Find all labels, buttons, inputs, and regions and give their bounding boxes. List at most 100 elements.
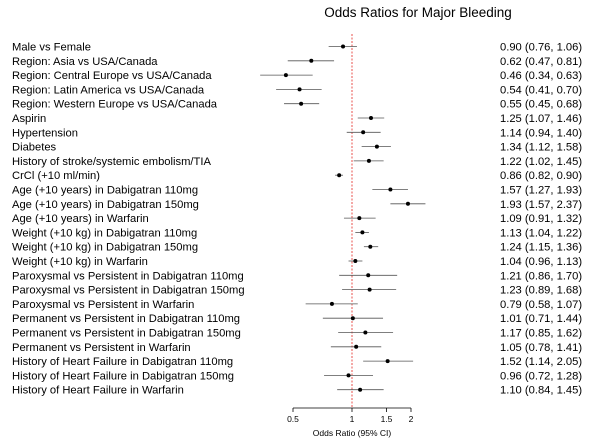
row-label: History of Heart Failure in Warfarin (12, 385, 184, 397)
forest-row: Age (+10 years) in Warfarin 1.09 (0.91, 1… (12, 213, 582, 225)
row-label: Age (+10 years) in Warfarin (12, 213, 149, 225)
point-estimate (297, 87, 302, 92)
forest-row: Region: Latin America vs USA/Canada 0.54 … (12, 84, 582, 96)
ratio-label: 1.09 (0.91, 1.32) (500, 213, 582, 225)
point-estimate (353, 259, 358, 263)
forest-row: Male vs Female 0.90 (0.76, 1.06) (12, 42, 582, 54)
forest-row: Weight (+10 kg) in Warfarin 1.04 (0.96, 1… (12, 256, 582, 268)
row-label: Region: Asia vs USA/Canada (12, 56, 158, 68)
row-label: Male vs Female (12, 42, 91, 54)
row-label: Hypertension (12, 127, 78, 139)
x-tick-label: 1 (350, 414, 355, 424)
forest-row: Paroxysmal vs Persistent in Dabigatran 1… (12, 270, 582, 282)
forest-row: Region: Asia vs USA/Canada 0.62 (0.47, 0.… (12, 56, 582, 68)
forest-row: Weight (+10 kg) in Dabigatran 110mg 1.13 … (12, 227, 582, 239)
forest-row: History of Heart Failure in Dabigatran 1… (12, 370, 582, 382)
row-label: Permanent vs Persistent in Dabigatran 15… (12, 328, 241, 340)
forest-row: Aspirin 1.25 (1.07, 1.46) (12, 113, 582, 125)
ratio-label: 1.10 (0.84, 1.45) (500, 385, 582, 397)
ratio-label: 1.23 (0.89, 1.68) (500, 285, 582, 297)
ratio-label: 0.62 (0.47, 0.81) (500, 56, 582, 68)
x-tick-label: 0.5 (287, 414, 299, 424)
forest-row: Permanent vs Persistent in Dabigatran 11… (12, 313, 582, 325)
ratio-label: 0.55 (0.45, 0.68) (500, 99, 582, 111)
ratio-label: 1.25 (1.07, 1.46) (500, 113, 582, 125)
ratio-label: 1.57 (1.27, 1.93) (500, 185, 582, 197)
ratio-label: 0.46 (0.34, 0.63) (500, 70, 582, 82)
row-label: Age (+10 years) in Dabigatran 150mg (12, 199, 199, 211)
point-estimate (363, 330, 368, 335)
forest-row: Permanent vs Persistent in Warfarin 1.05 … (12, 342, 582, 354)
ratio-label: 1.04 (0.96, 1.13) (500, 256, 582, 268)
row-label: History of Heart Failure in Dabigatran 1… (12, 356, 233, 368)
forest-row: History of Heart Failure in Dabigatran 1… (12, 356, 582, 368)
point-estimate (405, 201, 410, 206)
row-label: Aspirin (12, 113, 46, 125)
ratio-label: 0.90 (0.76, 1.06) (500, 42, 582, 54)
ratio-label: 1.93 (1.57, 2.37) (500, 199, 582, 211)
point-estimate (299, 101, 304, 106)
point-estimate (354, 344, 359, 349)
chart-title: Odds Ratios for Major Bleeding (324, 5, 512, 20)
forest-row: History of Heart Failure in Warfarin 1.10… (12, 385, 582, 397)
ratio-label: 1.34 (1.12, 1.58) (500, 142, 582, 154)
row-label: History of stroke/systemic embolism/TIA (12, 156, 211, 168)
row-label: Paroxysmal vs Persistent in Dabigatran 1… (12, 285, 245, 297)
ratio-label: 1.14 (0.94, 1.40) (500, 127, 582, 139)
ratio-label: 1.17 (0.85, 1.62) (500, 328, 582, 340)
point-estimate (337, 173, 342, 178)
forest-row: Region: Western Europe vs USA/Canada 0.55… (12, 99, 582, 111)
point-estimate (357, 216, 362, 221)
ratio-label: 1.21 (0.86, 1.70) (500, 270, 582, 282)
forest-row: History of stroke/systemic embolism/TIA 1… (12, 156, 582, 168)
point-estimate (341, 44, 346, 49)
point-estimate (346, 373, 351, 378)
x-axis-label: Odds Ratio (95% CI) (313, 428, 392, 438)
forest-row: Permanent vs Persistent in Dabigatran 15… (12, 328, 582, 340)
ratio-label: 1.22 (1.02, 1.45) (500, 156, 582, 168)
forest-row: Diabetes 1.34 (1.12, 1.58) (12, 142, 582, 154)
row-label: Diabetes (12, 142, 57, 154)
forest-row: Age (+10 years) in Dabigatran 110mg 1.57 … (12, 185, 582, 197)
ratio-label: 1.13 (1.04, 1.22) (500, 227, 582, 239)
ratio-label: 1.01 (0.71, 1.44) (500, 313, 582, 325)
forest-row: Weight (+10 kg) in Dabigatran 150mg 1.24 … (12, 242, 582, 254)
ratio-label: 0.86 (0.82, 0.90) (500, 170, 582, 182)
forest-row: CrCl (+10 ml/min) 0.86 (0.82, 0.90) (12, 170, 582, 182)
row-label: Region: Western Europe vs USA/Canada (12, 99, 218, 111)
point-estimate (358, 387, 363, 392)
point-estimate (368, 244, 373, 249)
point-estimate (329, 301, 334, 306)
point-estimate (366, 273, 371, 278)
row-label: Paroxysmal vs Persistent in Dabigatran 1… (12, 270, 244, 282)
point-estimate (366, 158, 371, 163)
point-estimate (350, 316, 355, 321)
ratio-label: 1.05 (0.78, 1.41) (500, 342, 582, 354)
forest-row: Region: Central Europe vs USA/Canada 0.46… (12, 70, 582, 82)
forest-row: Paroxysmal vs Persistent in Warfarin 0.79… (12, 299, 582, 311)
rows-layer: Male vs Female 0.90 (0.76, 1.06) Region: A… (12, 42, 582, 397)
ratio-label: 1.52 (1.14, 2.05) (500, 356, 582, 368)
point-estimate (283, 73, 288, 78)
row-label: Permanent vs Persistent in Dabigatran 11… (12, 313, 240, 325)
forest-row: Age (+10 years) in Dabigatran 150mg 1.93 … (12, 199, 582, 211)
ratio-label: 0.96 (0.72, 1.28) (500, 370, 582, 382)
ratio-label: 0.79 (0.58, 1.07) (500, 299, 582, 311)
x-axis: 0.5 1 1.5 2 (287, 407, 414, 424)
row-label: CrCl (+10 ml/min) (12, 170, 100, 182)
point-estimate (367, 287, 372, 292)
point-estimate (309, 58, 314, 63)
row-label: Permanent vs Persistent in Warfarin (12, 342, 191, 354)
point-estimate (385, 359, 390, 364)
x-tick-label: 2 (409, 414, 414, 424)
point-estimate (360, 230, 365, 235)
point-estimate (368, 116, 373, 120)
x-tick-label: 1.5 (381, 414, 393, 424)
forest-row: Hypertension 1.14 (0.94, 1.40) (12, 127, 582, 139)
row-label: Age (+10 years) in Dabigatran 110mg (12, 185, 198, 197)
point-estimate (374, 144, 379, 149)
ratio-label: 0.54 (0.41, 0.70) (500, 84, 582, 96)
point-estimate (388, 187, 393, 192)
forest-row: Paroxysmal vs Persistent in Dabigatran 1… (12, 285, 582, 297)
